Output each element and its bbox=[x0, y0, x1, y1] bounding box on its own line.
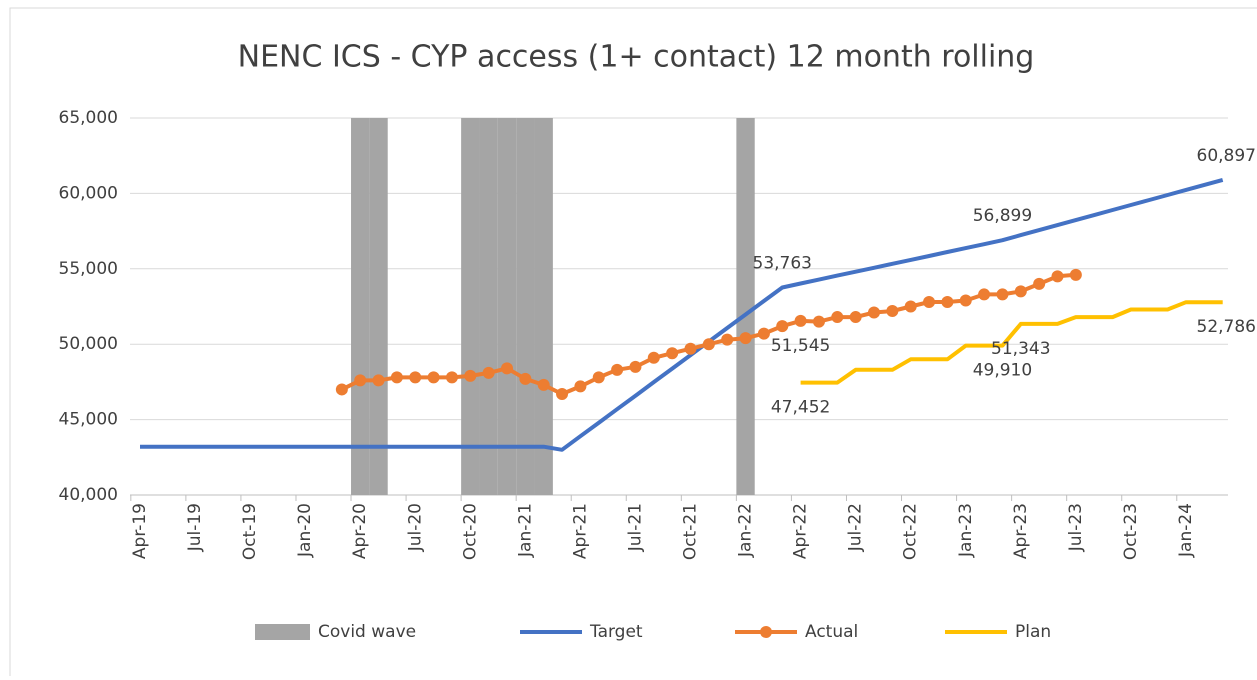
x-tick-label: Jul-20 bbox=[405, 503, 425, 552]
series-marker bbox=[757, 327, 770, 340]
series-marker bbox=[721, 333, 734, 346]
x-tick-label: Jan-24 bbox=[1176, 503, 1196, 558]
series-line bbox=[800, 300, 1223, 385]
x-tick-label: Jan-20 bbox=[295, 503, 315, 558]
x-tick-label: Jul-22 bbox=[846, 503, 866, 552]
x-tick-label: Apr-19 bbox=[130, 503, 150, 559]
series-marker bbox=[354, 374, 367, 387]
chart-frame bbox=[9, 7, 1257, 679]
legend-marker bbox=[760, 626, 772, 638]
legend-label: Plan bbox=[1015, 622, 1051, 642]
series-marker bbox=[776, 320, 789, 333]
series-marker bbox=[409, 371, 422, 384]
series-marker bbox=[812, 315, 825, 328]
data-label: 51,545 bbox=[771, 336, 830, 356]
legend-label: Target bbox=[589, 622, 643, 642]
series-marker bbox=[372, 374, 385, 387]
series-marker bbox=[904, 300, 917, 313]
series-marker bbox=[592, 371, 605, 384]
series-marker bbox=[886, 305, 899, 318]
x-tick-label: Jul-21 bbox=[625, 503, 645, 552]
x-tick-label: Jul-19 bbox=[185, 503, 205, 552]
y-tick-label: 55,000 bbox=[59, 259, 118, 279]
x-tick-label: Apr-22 bbox=[791, 503, 811, 559]
series-marker bbox=[923, 295, 936, 308]
x-tick-label: Oct-21 bbox=[681, 503, 701, 560]
series-marker bbox=[996, 288, 1009, 301]
series-marker bbox=[684, 342, 697, 355]
y-tick-label: 45,000 bbox=[59, 410, 118, 430]
covid-bar bbox=[369, 118, 388, 495]
series-marker bbox=[519, 372, 532, 385]
data-label: 56,899 bbox=[973, 206, 1032, 226]
series-line bbox=[140, 177, 1224, 452]
series-marker bbox=[427, 371, 440, 384]
x-tick-label: Oct-22 bbox=[901, 503, 921, 560]
series-marker bbox=[978, 288, 991, 301]
series-marker bbox=[794, 314, 807, 327]
series-marker bbox=[335, 383, 348, 396]
legend-swatch bbox=[255, 624, 310, 640]
covid-bar bbox=[516, 118, 535, 495]
data-label: 52,786 bbox=[1197, 317, 1256, 337]
y-tick-label: 60,000 bbox=[59, 183, 118, 203]
series-marker bbox=[611, 363, 624, 376]
series-marker bbox=[501, 362, 513, 375]
x-tick-label: Oct-23 bbox=[1121, 503, 1141, 560]
data-label: 49,910 bbox=[973, 361, 1032, 381]
series-marker bbox=[647, 351, 660, 364]
series-marker bbox=[702, 338, 715, 351]
series-marker bbox=[445, 371, 458, 384]
x-tick-label: Oct-19 bbox=[240, 503, 260, 560]
covid-bar bbox=[497, 118, 517, 495]
data-label: 53,763 bbox=[753, 253, 812, 273]
series-marker bbox=[868, 306, 880, 319]
series-marker bbox=[666, 347, 679, 360]
covid-bar bbox=[534, 118, 553, 495]
covid-bar bbox=[351, 118, 370, 495]
legend-label: Covid wave bbox=[318, 622, 416, 642]
series-marker bbox=[1069, 268, 1082, 281]
data-label: 47,452 bbox=[771, 398, 830, 418]
y-tick-label: 65,000 bbox=[59, 108, 118, 128]
series-marker bbox=[629, 360, 642, 373]
series-marker bbox=[1051, 270, 1064, 283]
x-tick-label: Jan-21 bbox=[515, 503, 535, 558]
series-marker bbox=[1014, 285, 1027, 298]
covid-bar bbox=[479, 118, 498, 495]
series-marker bbox=[390, 371, 403, 384]
y-tick-label: 50,000 bbox=[59, 334, 118, 354]
x-tick-label: Jan-22 bbox=[736, 503, 756, 558]
series-marker bbox=[464, 369, 477, 382]
series-marker bbox=[537, 378, 550, 391]
series-marker bbox=[959, 294, 972, 307]
x-tick-label: Apr-20 bbox=[350, 503, 370, 559]
x-tick-label: Apr-23 bbox=[1011, 503, 1031, 559]
chart-title: NENC ICS - CYP access (1+ contact) 12 mo… bbox=[238, 40, 1035, 75]
series-marker bbox=[849, 311, 862, 324]
series-marker bbox=[739, 332, 752, 345]
series-marker bbox=[1033, 277, 1046, 290]
y-tick-label: 40,000 bbox=[59, 485, 118, 505]
data-label: 60,897 bbox=[1197, 146, 1256, 166]
covid-bar bbox=[736, 118, 755, 495]
series-marker bbox=[556, 387, 569, 400]
series-marker bbox=[482, 366, 495, 379]
covid-bar bbox=[461, 118, 480, 495]
legend-label: Actual bbox=[805, 622, 858, 642]
x-tick-label: Apr-21 bbox=[570, 503, 590, 559]
data-label: 51,343 bbox=[991, 339, 1050, 359]
series-marker bbox=[941, 295, 954, 308]
series-marker bbox=[831, 311, 844, 324]
x-tick-label: Jul-23 bbox=[1066, 503, 1086, 552]
x-tick-label: Oct-20 bbox=[460, 503, 480, 560]
series-marker bbox=[574, 380, 587, 393]
x-tick-label: Jan-23 bbox=[956, 503, 976, 558]
